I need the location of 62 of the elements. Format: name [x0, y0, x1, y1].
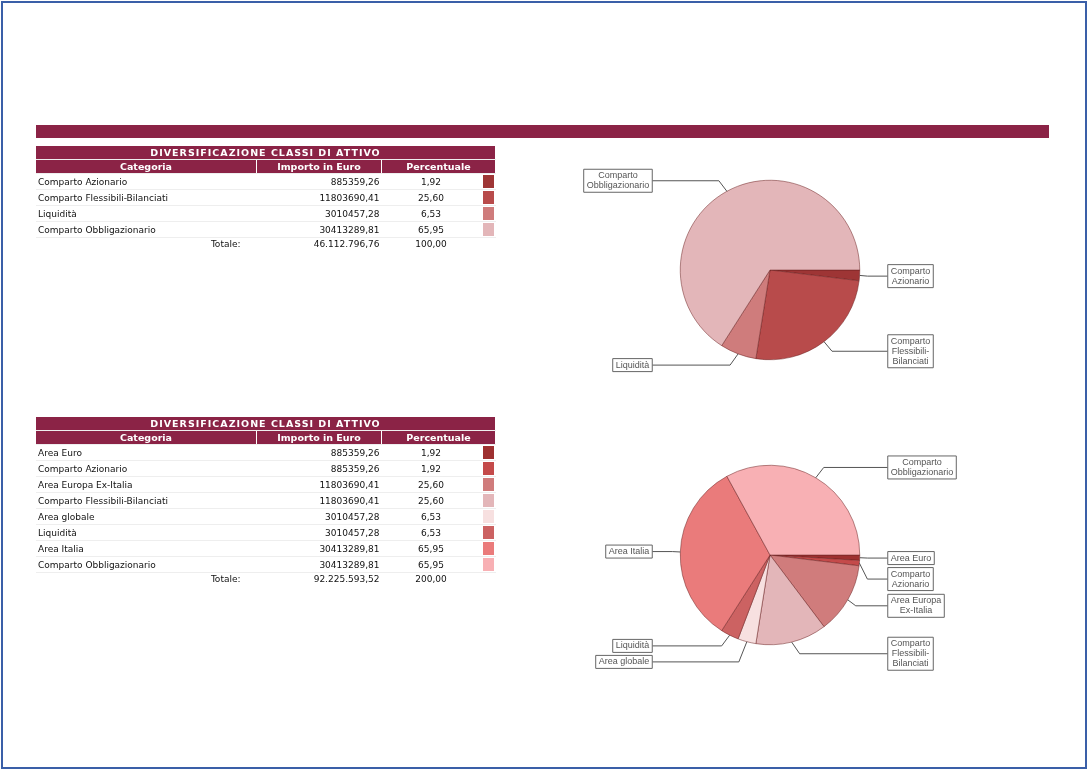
text: 65,95: [381, 556, 481, 573]
text: Area Europa Ex-Italia: [36, 476, 257, 493]
text: Comparto Flessibili-Bilanciati: [36, 492, 257, 509]
text: 3010457,28: [256, 524, 382, 541]
text: Percentuale: [381, 159, 496, 174]
text: 885359,26: [256, 444, 382, 461]
slice-label: Area Euro: [890, 552, 932, 563]
text: 30413289,81: [256, 556, 382, 573]
text: 200,00: [381, 572, 481, 585]
text: Percentuale: [381, 430, 496, 445]
text: DIVERSIFICAZIONE CLASSI DI ATTIVO: [36, 417, 496, 431]
text: DIVERSIFICAZIONE CLASSI DI ATTIVO: [36, 146, 496, 160]
slice-label: Area Europa Ex-Italia: [890, 595, 942, 616]
text: 6,53: [381, 205, 481, 222]
text: 11803690,41: [256, 189, 382, 206]
text: Area Italia: [36, 540, 257, 557]
text: 885359,26: [256, 173, 382, 190]
text: 92.225.593,52: [256, 572, 382, 585]
text: 885359,26: [256, 460, 382, 477]
slice-label: Liquidità: [615, 359, 650, 370]
text: 11803690,41: [256, 476, 382, 493]
text: Area globale: [36, 508, 257, 525]
text: Importo in Euro: [256, 430, 382, 445]
slice-label: Comparto Azionario: [890, 265, 931, 286]
text: Comparto Azionario: [36, 460, 257, 477]
text: Importo in Euro: [256, 159, 382, 174]
text: 25,60: [381, 476, 481, 493]
text: 65,95: [381, 221, 481, 238]
text: Totale:: [36, 237, 257, 250]
text: Categoria: [36, 159, 257, 174]
text: 25,60: [381, 492, 481, 509]
text: 3010457,28: [256, 508, 382, 525]
text: Comparto Flessibili-Bilanciati: [36, 189, 257, 206]
slice-label: Comparto Obbligazionario: [890, 456, 954, 477]
text: 11803690,41: [256, 492, 382, 509]
text: 3010457,28: [256, 205, 382, 222]
text: Categoria: [36, 430, 257, 445]
text: Comparto Obbligazionario: [36, 556, 257, 573]
text: 100,00: [381, 237, 481, 250]
text: 1,92: [381, 444, 481, 461]
text: Comparto Obbligazionario: [36, 221, 257, 238]
text: Liquidità: [36, 524, 257, 541]
text: 6,53: [381, 524, 481, 541]
text: Comparto Azionario: [36, 173, 257, 190]
slice-label: Area Italia: [608, 546, 650, 557]
text: 25,60: [381, 189, 481, 206]
slice-label: Comparto Azionario: [890, 568, 931, 589]
text: Area Euro: [36, 444, 257, 461]
slice-label: Liquidità: [615, 640, 650, 651]
slice-label: Comparto Flessibili-Bilanciati: [890, 335, 931, 366]
slice-label: Comparto Obbligazionario: [586, 170, 650, 191]
text: 6,53: [381, 508, 481, 525]
slice-label: Area globale: [598, 656, 650, 667]
text: 65,95: [381, 540, 481, 557]
text: 30413289,81: [256, 221, 382, 238]
text: 1,92: [381, 460, 481, 477]
text: Liquidità: [36, 205, 257, 222]
text: 30413289,81: [256, 540, 382, 557]
text: Totale:: [36, 572, 257, 585]
slice-label: Comparto Flessibili-Bilanciati: [890, 638, 931, 669]
text: 1,92: [381, 173, 481, 190]
text: 46.112.796,76: [256, 237, 382, 250]
